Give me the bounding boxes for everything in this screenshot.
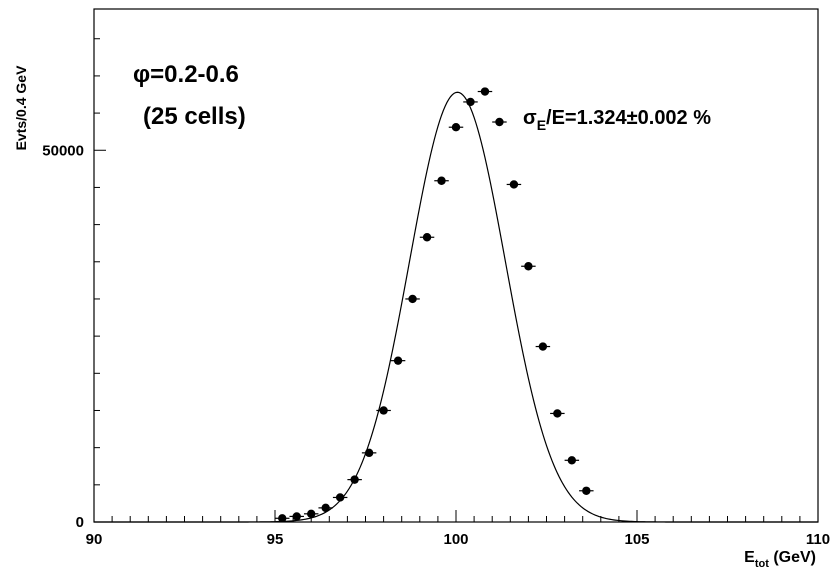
x-axis-label: Etot (GeV): [744, 549, 816, 570]
x-tick-label: 110: [806, 531, 830, 548]
annotation-resolution: σE/E=1.324±0.002 %: [523, 107, 711, 133]
annotation-phi: φ=0.2-0.6: [133, 61, 239, 88]
data-point: [350, 475, 359, 484]
data-point: [480, 87, 490, 96]
data-point: [437, 176, 446, 185]
data-point: [278, 514, 287, 523]
fit-curve: [94, 91, 818, 523]
x-axis-label-main: E: [744, 549, 755, 566]
data-point: [422, 233, 432, 242]
data-point: [553, 409, 562, 418]
data-point: [393, 356, 403, 365]
x-tick-label: 95: [267, 531, 284, 548]
data-point: [582, 486, 591, 495]
data-point: [364, 448, 374, 458]
data-point: [466, 97, 475, 107]
data-point: [408, 294, 417, 304]
tick-labels: 90 95 100 105 110 0 50000: [42, 142, 830, 548]
x-axis-label-sub: tot: [755, 558, 769, 570]
data-point: [379, 406, 388, 415]
data-point: [321, 503, 330, 513]
data-point: [509, 180, 519, 189]
data-point: [567, 456, 577, 465]
data-point: [524, 262, 533, 271]
data-point: [335, 493, 345, 502]
data-point: [451, 123, 461, 132]
data-points: [275, 87, 594, 523]
y-axis-label: Evts/0.4 GeV: [13, 65, 29, 150]
data-point: [495, 117, 504, 127]
resolution-sigma: σ: [523, 107, 537, 129]
x-axis-label-unit: (GeV): [769, 549, 816, 566]
x-tick-label: 90: [86, 531, 103, 548]
data-point: [307, 509, 316, 519]
x-tick-label: 100: [443, 531, 468, 548]
y-tick-label: 0: [76, 514, 84, 531]
data-point: [292, 512, 301, 521]
resolution-rest: /E=1.324±0.002 %: [546, 107, 711, 129]
y-tick-label: 50000: [42, 142, 84, 159]
data-point: [538, 342, 548, 351]
x-tick-label: 105: [624, 531, 649, 548]
annotation-cells: (25 cells): [143, 103, 246, 130]
resolution-sub: E: [537, 117, 546, 133]
